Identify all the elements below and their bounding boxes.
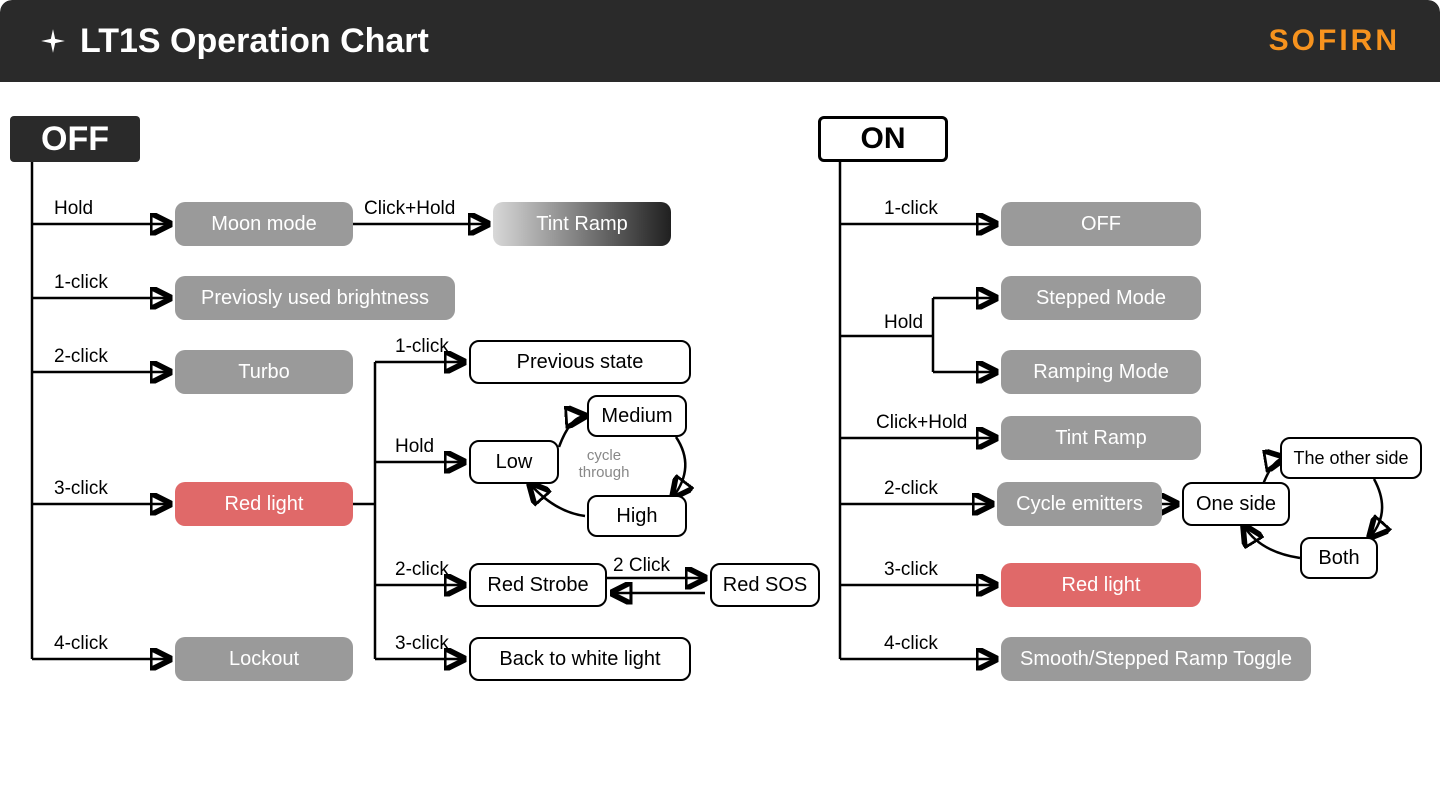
edge-label: 3-click <box>884 559 938 581</box>
node-red-light-on: Red light <box>1001 563 1201 607</box>
edge-label: 2-click <box>884 478 938 500</box>
node-off-root: OFF <box>10 116 140 162</box>
page-title: LT1S Operation Chart <box>80 22 1269 61</box>
edge-label: 3-click <box>395 633 449 655</box>
node-stepped-mode: Stepped Mode <box>1001 276 1201 320</box>
node-smooth-stepped-toggle: Smooth/Stepped Ramp Toggle <box>1001 637 1311 681</box>
node-moon-mode: Moon mode <box>175 202 353 246</box>
arrow-layer <box>0 82 1440 802</box>
edge-label: 2-click <box>54 346 108 368</box>
node-other-side: The other side <box>1280 437 1422 479</box>
node-turbo: Turbo <box>175 350 353 394</box>
header-bar: LT1S Operation Chart SOFIRN <box>0 0 1440 82</box>
node-back-white: Back to white light <box>469 637 691 681</box>
node-lockout: Lockout <box>175 637 353 681</box>
edge-label: Hold <box>884 312 923 334</box>
node-previous-brightness: Previosly used brightness <box>175 276 455 320</box>
edge-label: 4-click <box>884 633 938 655</box>
edge-label: 1-click <box>395 336 449 358</box>
node-tint-ramp-on: Tint Ramp <box>1001 416 1201 460</box>
brand-logo: SOFIRN <box>1269 24 1400 58</box>
edge-label: Click+Hold <box>364 198 455 220</box>
node-on-off: OFF <box>1001 202 1201 246</box>
node-low: Low <box>469 440 559 484</box>
node-on-root: ON <box>818 116 948 162</box>
node-previous-state: Previous state <box>469 340 691 384</box>
edge-label: 4-click <box>54 633 108 655</box>
node-red-light-off: Red light <box>175 482 353 526</box>
node-both: Both <box>1300 537 1378 579</box>
diagram-canvas: OFF Moon mode Tint Ramp Previosly used b… <box>0 82 1440 802</box>
node-tint-ramp-off: Tint Ramp <box>493 202 671 246</box>
node-cycle-emitters: Cycle emitters <box>997 482 1162 526</box>
node-high: High <box>587 495 687 537</box>
node-medium: Medium <box>587 395 687 437</box>
edge-label: 1-click <box>884 198 938 220</box>
edge-label: 3-click <box>54 478 108 500</box>
node-one-side: One side <box>1182 482 1290 526</box>
edge-label: Click+Hold <box>876 412 967 434</box>
node-ramping-mode: Ramping Mode <box>1001 350 1201 394</box>
edge-label: 1-click <box>54 272 108 294</box>
edge-label: 2-click <box>395 559 449 581</box>
edge-label: Hold <box>54 198 93 220</box>
node-red-sos: Red SOS <box>710 563 820 607</box>
edge-label: 2 Click <box>613 555 670 577</box>
edge-label-cycle: cycle through <box>574 447 634 482</box>
edge-label: Hold <box>395 436 434 458</box>
node-red-strobe: Red Strobe <box>469 563 607 607</box>
sparkle-icon <box>40 28 66 54</box>
